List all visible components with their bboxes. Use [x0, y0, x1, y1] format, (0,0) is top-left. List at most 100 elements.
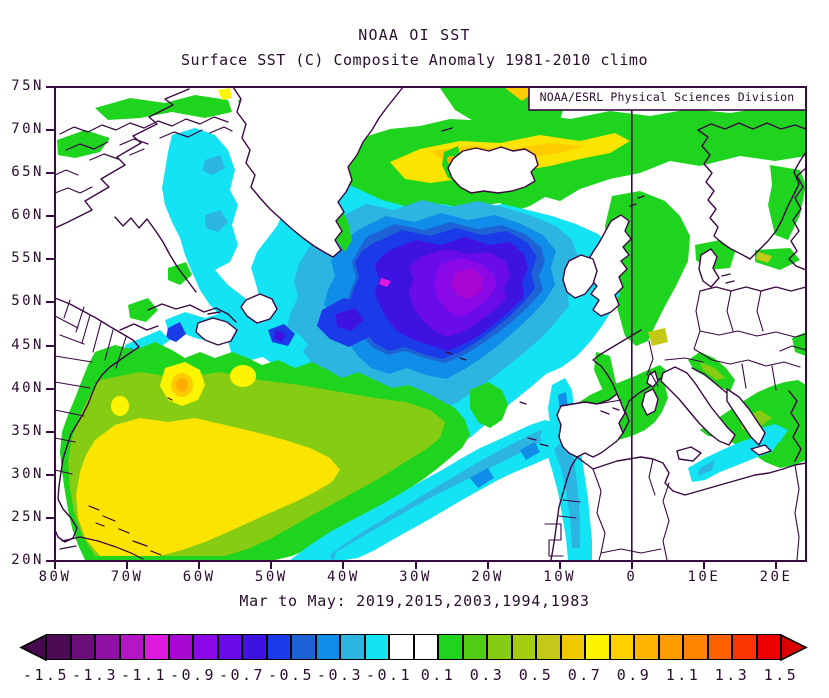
cold-blob-magenta-dot: [379, 278, 391, 287]
davis-sky-dot-1: [202, 155, 225, 175]
denmark: [698, 248, 720, 288]
colorbar-box: [707, 634, 732, 660]
danish-islands: [721, 273, 735, 284]
north-cape-coast: [697, 122, 807, 131]
davis-sky-dot-2: [205, 210, 228, 232]
colorbar-box: [144, 634, 169, 660]
lat-tick: [46, 473, 55, 476]
nova-scotia: [195, 317, 238, 346]
lat-label: 70N: [11, 121, 44, 138]
lat-label: 65N: [11, 164, 44, 181]
lat-tick: [46, 301, 55, 304]
baffin-coast: [54, 88, 190, 229]
ireland: [562, 254, 598, 299]
colorbar: -1.5 -1.3 -1.1 -0.9 -0.7 -0.5 -0.3 -0.1 0.1 0.3 0.…: [0, 634, 829, 694]
colorbar-box: [46, 634, 71, 660]
nw-africa-sky-streak: [554, 440, 580, 548]
colorbar-box: [315, 634, 340, 660]
colorbar-box: [756, 634, 781, 660]
balearics: [600, 407, 620, 415]
labrador-coast: [114, 216, 197, 293]
lon-tick: [54, 561, 56, 569]
st-lawrence-coast: [119, 303, 237, 331]
adriatic-ygreen: [700, 362, 725, 380]
lon-label: 20W: [471, 569, 504, 585]
africa-north-coast: [576, 456, 807, 496]
lon-label: 80W: [38, 569, 72, 585]
lon-tick: [270, 561, 273, 569]
warm-spot-orange-center: [176, 378, 188, 392]
newfoundland: [240, 293, 278, 324]
warm-spot-bright-yellow: [230, 365, 256, 387]
black-sea-green-corner: [792, 332, 806, 356]
greece: [726, 388, 766, 446]
colorbar-box: [193, 634, 218, 660]
colorbar-tick-label: -0.1: [365, 666, 413, 684]
sargasso-yellow-core: [76, 418, 340, 556]
colorbar-tick-label: 1.5: [763, 666, 799, 684]
colorbar-tick-label: 0.7: [567, 666, 603, 684]
norwegian-sea-warm-band: [330, 107, 806, 229]
davis-strait-cyan: [162, 128, 268, 338]
lat-label: 25N: [11, 508, 44, 525]
lat-label: 35N: [11, 422, 44, 439]
lat-label: 55N: [11, 250, 44, 267]
colorbar-box: [511, 634, 536, 660]
baltic-olive: [756, 252, 772, 263]
page-title: NOAA OI SST: [358, 26, 471, 44]
colorbar-tick-label: -1.5: [22, 666, 70, 684]
sicily: [676, 446, 702, 462]
lat-tick: [46, 559, 55, 562]
crete: [750, 444, 772, 456]
cold-blob-west-blue-dot: [336, 308, 364, 331]
lat-label: 40N: [11, 379, 44, 396]
colorbar-box: [536, 634, 561, 660]
nova-scotia-royal-1: [166, 322, 186, 342]
north-sea-olive-dot: [648, 328, 668, 346]
colorbar-left-arrow: [19, 634, 47, 662]
lat-label: 75N: [11, 78, 44, 94]
lat-label: 50N: [11, 293, 44, 310]
colorbar-box: [560, 634, 585, 660]
lon-label: 70W: [110, 569, 144, 585]
colorbar-box: [70, 634, 95, 660]
map-frame: [54, 86, 807, 562]
libya-sky-dash: [698, 460, 715, 476]
colorbar-box: [487, 634, 512, 660]
subtropical-sky-core: [330, 430, 548, 560]
ocean-anomaly-fields: [57, 88, 806, 560]
colorbar-box: [119, 634, 144, 660]
coastal-yellow-spot: [111, 396, 129, 416]
colorbar-box: [585, 634, 610, 660]
colorbar-tick-label: 0.1: [420, 666, 456, 684]
cuba-bahamas: [59, 505, 162, 560]
lon-label: 30W: [399, 569, 432, 585]
colorbar-right-arrow: [780, 634, 808, 662]
sardinia: [641, 388, 659, 416]
lon-tick: [342, 561, 345, 569]
lat-label: 45N: [11, 336, 44, 353]
us-east-coast: [54, 297, 140, 543]
arctic-green-2: [95, 95, 232, 120]
lat-tick: [46, 430, 55, 433]
colorbar-box: [340, 634, 365, 660]
lat-label: 60N: [11, 207, 44, 224]
africa-atlantic-coast: [550, 456, 578, 561]
turkey-aegean-coast: [788, 390, 802, 462]
subtropical-azure-dash-2: [520, 442, 540, 460]
lat-label: 30N: [11, 465, 44, 482]
colorbar-tick-label: -1.3: [71, 666, 119, 684]
nova-scotia-blue-dot: [274, 330, 286, 342]
page-subtitle: Surface SST (C) Composite Anomaly 1981-2…: [180, 51, 648, 69]
corsica: [646, 370, 659, 388]
bothnia-green: [768, 165, 806, 240]
us-state-borders: [54, 299, 127, 475]
colorbar-tick-label: -0.7: [218, 666, 266, 684]
lat-tick: [46, 344, 55, 347]
lon-tick: [775, 561, 777, 569]
colorbar-box: [609, 634, 634, 660]
colorbar-box: [413, 634, 438, 660]
baltic-green: [755, 248, 800, 270]
jan-mayen: [441, 127, 453, 132]
